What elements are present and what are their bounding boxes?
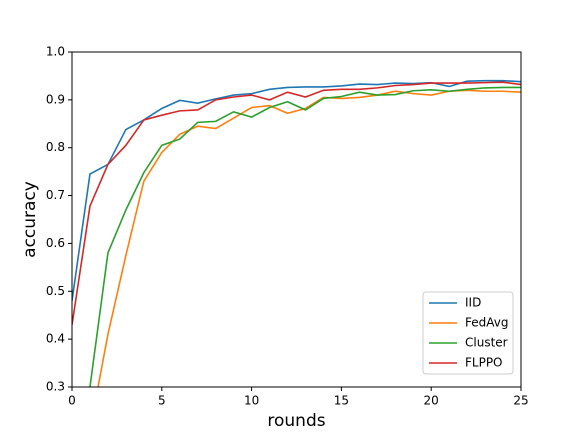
legend-label: FLPPO xyxy=(465,356,503,370)
x-tick-label: 25 xyxy=(513,394,528,408)
y-tick-label: 1.0 xyxy=(46,45,65,59)
legend-label: Cluster xyxy=(465,336,508,350)
x-tick-label: 15 xyxy=(334,394,349,408)
x-tick-label: 5 xyxy=(158,394,166,408)
series-line xyxy=(72,79,521,301)
y-tick-label: 0.9 xyxy=(46,92,65,106)
legend-label: FedAvg xyxy=(465,316,508,330)
y-tick-label: 0.3 xyxy=(46,380,65,394)
y-tick-label: 0.4 xyxy=(46,332,65,346)
y-tick-label: 0.7 xyxy=(46,188,65,202)
plot-lines xyxy=(72,79,521,387)
legend-box xyxy=(422,291,514,375)
series-line xyxy=(72,81,521,325)
x-tick-label: 0 xyxy=(68,394,76,408)
x-tick-label: 10 xyxy=(244,394,259,408)
series-line xyxy=(89,86,521,387)
y-axis-title: accuracy xyxy=(20,181,40,258)
series-line xyxy=(97,89,521,387)
y-tick-label: 0.5 xyxy=(46,284,65,298)
y-tick-label: 0.6 xyxy=(46,236,65,250)
x-axis-title: rounds xyxy=(267,411,325,431)
x-tick-label: 20 xyxy=(424,394,439,408)
y-tick-label: 0.8 xyxy=(46,140,65,154)
legend-label: IID xyxy=(465,296,481,310)
plot-frame xyxy=(71,51,522,388)
